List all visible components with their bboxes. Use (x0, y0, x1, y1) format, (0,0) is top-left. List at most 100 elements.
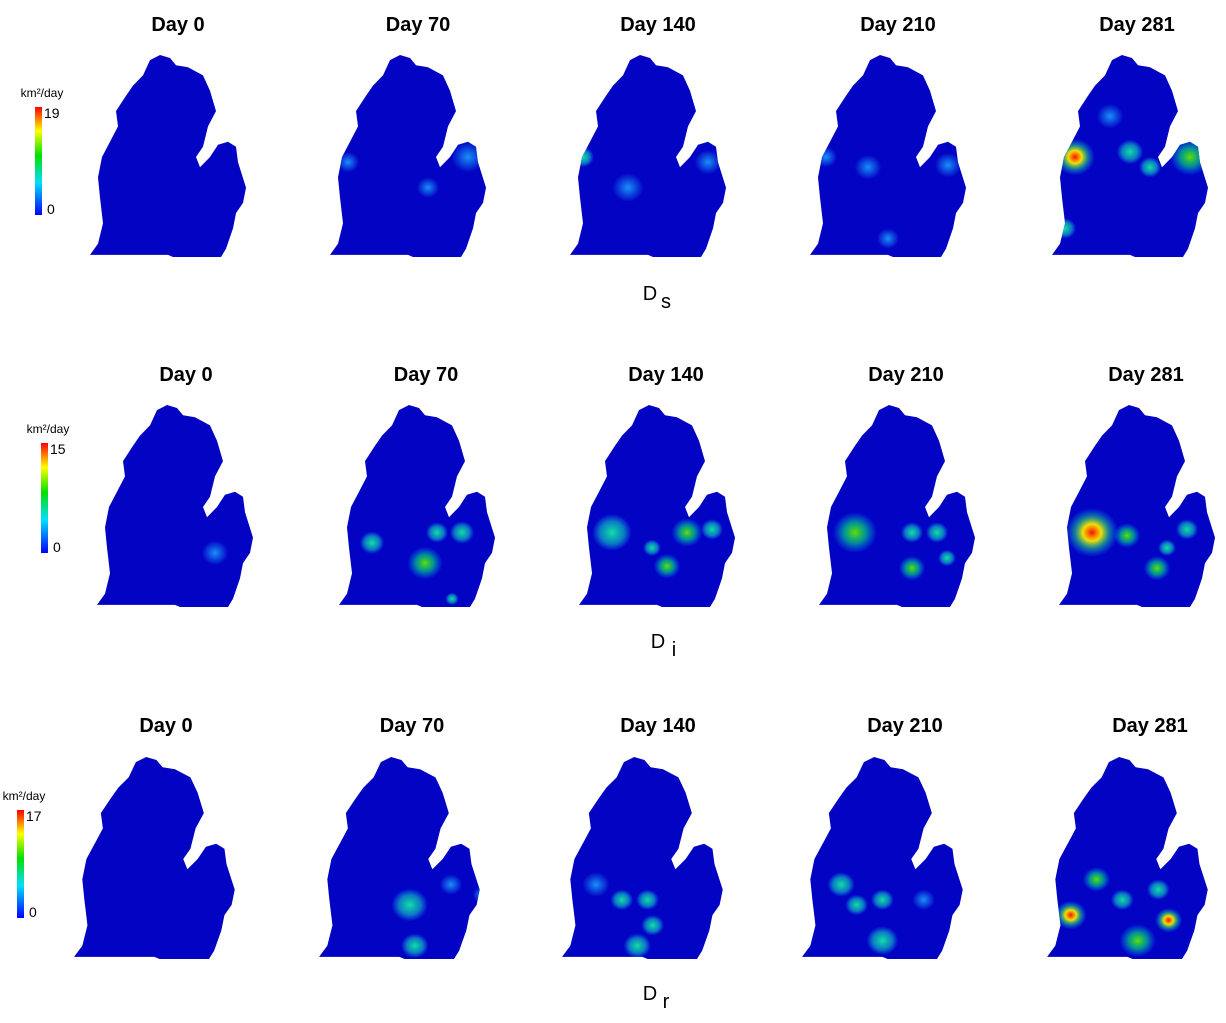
hotspot (401, 933, 429, 958)
map (570, 55, 726, 257)
panel-title: Day 281 (1112, 715, 1188, 737)
state-shape (319, 757, 480, 959)
map (579, 405, 735, 607)
hotspot (871, 889, 894, 910)
map (819, 405, 975, 607)
hotspot (407, 546, 443, 580)
hotspot (701, 519, 723, 540)
hotspot (1116, 139, 1144, 165)
colorbar-min: 0 (53, 539, 61, 555)
hotspot (1155, 907, 1183, 933)
hotspot (641, 915, 665, 936)
map (90, 55, 246, 257)
hotspot (671, 518, 703, 547)
state-shape (97, 405, 253, 607)
heat (391, 874, 480, 958)
heat (582, 872, 665, 958)
panel-title: Day 210 (860, 14, 936, 36)
hotspot (1065, 508, 1119, 557)
hotspot (1158, 539, 1176, 556)
hotspot (1110, 889, 1134, 910)
panel-title: Day 0 (139, 715, 192, 737)
hotspot (451, 141, 485, 173)
hotspot (1143, 555, 1171, 581)
heat (827, 872, 935, 955)
hotspot (359, 531, 385, 554)
hotspot (337, 151, 359, 173)
hotspot (877, 228, 899, 249)
colorbar-unit: km²/day (21, 86, 64, 100)
colorbar-max: 15 (50, 441, 66, 457)
colorbar (41, 443, 48, 553)
row-subscript: i (672, 639, 676, 661)
state-shape (819, 405, 975, 607)
heat (359, 521, 475, 605)
map (1052, 55, 1208, 257)
panel-title: Day 281 (1099, 14, 1175, 36)
hotspot (653, 553, 681, 579)
hotspot (1170, 138, 1208, 176)
hotspot (938, 549, 956, 567)
colorbar (35, 107, 42, 215)
hotspot (472, 886, 480, 903)
map (319, 757, 480, 959)
colorbar-max: 19 (44, 105, 60, 121)
hotspot (854, 154, 882, 180)
colorbar-max: 17 (26, 808, 42, 824)
hotspot (815, 146, 837, 168)
state-shape (1059, 405, 1215, 607)
panel-title: Day 140 (620, 715, 696, 737)
panel-title: Day 70 (394, 364, 459, 386)
map (1047, 757, 1208, 959)
hotspot (391, 888, 428, 922)
heat (1065, 508, 1198, 581)
hotspot (827, 872, 855, 897)
colorbar (17, 810, 24, 918)
hotspot (926, 522, 948, 543)
hotspot (1082, 867, 1111, 892)
hotspot (912, 889, 935, 910)
hotspot (636, 889, 659, 910)
panel-title: Day 0 (159, 364, 212, 386)
hotspot (1146, 879, 1170, 900)
hotspot (449, 521, 475, 544)
panel-title: Day 281 (1108, 364, 1184, 386)
row-subscript: r (663, 991, 670, 1013)
row-label: D (643, 283, 657, 305)
colorbar-unit: km²/day (3, 789, 46, 803)
panel-title: Day 210 (868, 364, 944, 386)
colorbar-min: 0 (47, 201, 55, 217)
panel-title: Day 70 (386, 14, 451, 36)
row-label: D (651, 631, 665, 653)
hotspot (623, 933, 651, 958)
hotspot (445, 592, 459, 605)
hotspot (845, 894, 868, 916)
heat (337, 141, 485, 198)
hotspot (1054, 218, 1076, 239)
panel-title: Day 140 (628, 364, 704, 386)
hotspot (582, 872, 610, 897)
row-label: D (643, 983, 657, 1005)
map (330, 55, 486, 257)
hotspot (1176, 519, 1198, 540)
panel-title: Day 70 (380, 715, 445, 737)
map (802, 757, 963, 959)
colorbar-min: 0 (29, 904, 37, 920)
hotspot (426, 522, 448, 543)
hotspot (1055, 138, 1095, 176)
hotspot (1119, 924, 1156, 957)
state-shape (90, 55, 246, 257)
panel-title: Day 140 (620, 14, 696, 36)
hotspot (694, 149, 722, 175)
hotspot (898, 555, 926, 581)
hotspot (201, 540, 229, 566)
hotspot (610, 889, 634, 910)
hotspot (833, 512, 877, 553)
map (74, 757, 235, 959)
hotspot (934, 152, 962, 178)
colorbar-unit: km²/day (27, 422, 70, 436)
row-subscript: s (661, 291, 671, 313)
hotspot (592, 514, 632, 551)
heat (833, 512, 956, 581)
